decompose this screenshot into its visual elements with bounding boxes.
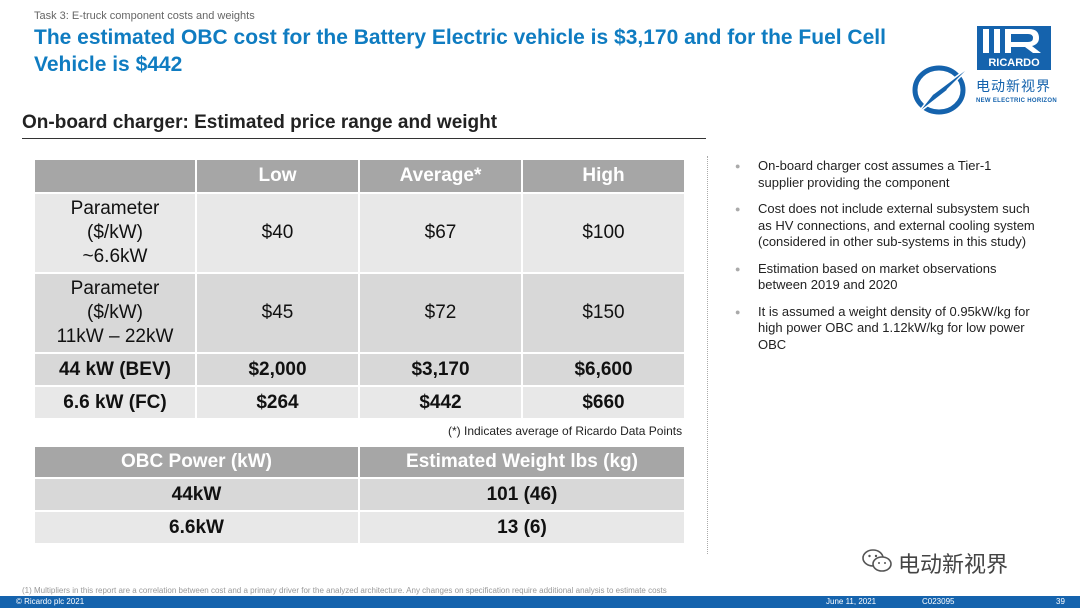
table-row: 44 kW (BEV) $2,000 $3,170 $6,600 [35,354,684,385]
lightning-globe-icon [912,63,974,115]
header-cell: High [523,160,684,192]
header-cell: OBC Power (kW) [35,447,358,477]
section-title: On-board charger: Estimated price range … [22,112,498,133]
table-row: Parameter ($/kW) ~6.6kW $40 $67 $100 [35,194,684,272]
row-label-line: ~6.6kW [82,246,148,267]
page-number: 39 [1056,597,1065,606]
footer-copyright: © Ricardo plc 2021 [16,597,85,606]
header-cell [35,160,195,192]
table-row: 44kW 101 (46) [35,479,684,510]
row-label-line: ($/kW) [87,302,143,323]
ricardo-logo: RICARDO 电动新视界 NEW ELECTRIC HORIZON [905,26,1075,115]
table-cell: $100 [523,194,684,272]
row-label: 6.6 kW (FC) [35,387,195,418]
notes-list: On-board charger cost assumes a Tier-1 s… [735,158,1035,363]
table-cell: $40 [197,194,358,272]
table-cell: 44kW [35,479,358,510]
watermark-text: 电动新视界 [898,552,1009,577]
table-cell: $442 [360,387,521,418]
table-cell: $150 [523,274,684,352]
row-label-line: 11kW – 22kW [56,326,174,347]
table-cell: 101 (46) [360,479,684,510]
logo-cn-text: 电动新视界 [976,78,1051,94]
logo-en-text: NEW ELECTRIC HORIZON [976,98,1057,104]
table-cell: $660 [523,387,684,418]
table-cell: 13 (6) [360,512,684,543]
wechat-icon [862,549,892,572]
table-row: 6.6 kW (FC) $264 $442 $660 [35,387,684,418]
footnote: (1) Multipliers in this report are a cor… [22,586,667,595]
column-divider [707,156,708,554]
table-cell: $67 [360,194,521,272]
section-divider [22,138,706,139]
table-cell: 6.6kW [35,512,358,543]
table-cell: $3,170 [360,354,521,385]
weight-table-header: OBC Power (kW) Estimated Weight lbs (kg) [35,447,684,477]
footer-date: June 11, 2021 [826,597,877,606]
header-cell: Average* [360,160,521,192]
list-item: Cost does not include external subsystem… [735,201,1035,251]
price-table: Low Average* High Parameter ($/kW) ~6.6k… [33,158,686,420]
brand-wordmark: RICARDO [977,56,1051,70]
table-row: 6.6kW 13 (6) [35,512,684,543]
page-title: The estimated OBC cost for the Battery E… [34,26,886,76]
table-cell: $72 [360,274,521,352]
row-label: Parameter ($/kW) 11kW – 22kW [35,274,195,352]
footer-bar: © Ricardo plc 2021 June 11, 2021 C023095… [0,596,1080,608]
header-cell: Low [197,160,358,192]
table-row: Parameter ($/kW) 11kW – 22kW $45 $72 $15… [35,274,684,352]
row-label-line: ($/kW) [87,222,143,243]
list-item: It is assumed a weight density of 0.95kW… [735,304,1035,354]
list-item: Estimation based on market observations … [735,261,1035,294]
footer-code: C023095 [922,597,955,606]
table-cell: $2,000 [197,354,358,385]
weight-table: OBC Power (kW) Estimated Weight lbs (kg)… [33,445,686,545]
row-label-line: Parameter [70,278,160,299]
price-table-header: Low Average* High [35,160,684,192]
row-label: 44 kW (BEV) [35,354,195,385]
ricardo-r-mark-icon [977,26,1051,56]
row-label-line: Parameter [70,198,160,219]
table-note: (*) Indicates average of Ricardo Data Po… [448,424,683,438]
table-cell: $45 [197,274,358,352]
list-item: On-board charger cost assumes a Tier-1 s… [735,158,1035,191]
task-label: Task 3: E-truck component costs and weig… [34,10,255,22]
table-cell: $6,600 [523,354,684,385]
row-label: Parameter ($/kW) ~6.6kW [35,194,195,272]
header-cell: Estimated Weight lbs (kg) [360,447,684,477]
table-cell: $264 [197,387,358,418]
